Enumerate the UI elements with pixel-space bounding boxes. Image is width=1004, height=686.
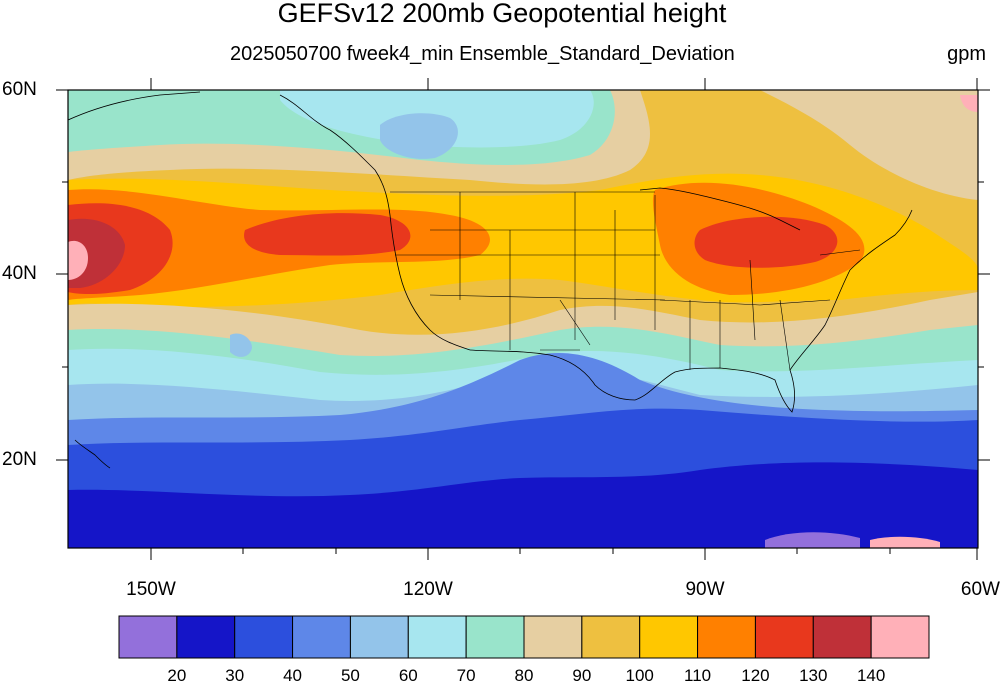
contour-fill [694, 216, 838, 268]
map-title: GEFSv12 200mb Geopotential height [277, 0, 727, 28]
colorbar [118, 615, 930, 659]
contour-fill [68, 240, 88, 280]
colorbar-label: 20 [167, 666, 187, 685]
map-frame [67, 89, 979, 549]
colorbar-label: 120 [741, 666, 770, 685]
colorbar-swatch [639, 615, 699, 659]
colorbar-label: 40 [283, 666, 303, 685]
colorbar-swatch [118, 615, 178, 659]
colorbar-swatch [812, 615, 872, 659]
longitude-label-60w: 60W [960, 579, 1000, 600]
colorbar-label: 130 [799, 666, 828, 685]
colorbar-label: 100 [625, 666, 654, 685]
contour-fill [870, 536, 940, 548]
colorbar-swatch [697, 615, 756, 659]
colorbar-swatch [234, 615, 294, 659]
contour-fill [960, 95, 978, 112]
colorbar-swatch [349, 615, 409, 659]
latitude-label-60n: 60N [2, 79, 37, 100]
contour-fill [68, 462, 978, 548]
colorbar-swatch [581, 615, 641, 659]
contour-fill [230, 333, 252, 357]
colorbar-swatch [754, 615, 814, 659]
colorbar-swatch [465, 615, 525, 659]
colorbar-label: 90 [572, 666, 592, 685]
colorbar-swatch [870, 615, 930, 659]
coastlines [68, 91, 913, 469]
colorbar-swatch [407, 615, 467, 659]
contour-field [68, 90, 978, 548]
latitude-label-40n: 40N [2, 263, 37, 284]
colorbar-label: 80 [514, 666, 534, 685]
colorbar-label: 60 [398, 666, 418, 685]
state-borders [390, 191, 861, 371]
colorbar-swatch [176, 615, 236, 659]
longitude-label-150w: 150W [126, 579, 176, 600]
latitude-label-20n: 20N [2, 449, 37, 470]
colorbar-label: 140 [856, 666, 886, 685]
contour-fill [760, 90, 978, 200]
longitude-label-90w: 90W [685, 579, 725, 600]
contour-fill [765, 532, 860, 548]
colorbar-label: 70 [456, 666, 476, 685]
colorbar-label: 30 [225, 666, 245, 685]
colorbar-label: 110 [684, 666, 712, 685]
colorbar-label: 50 [340, 666, 360, 685]
contour-fill [380, 113, 458, 159]
map-subtitle: 2025050700 fweek4_min Ensemble_Standard_… [230, 43, 735, 65]
axis-ticks [56, 78, 990, 560]
colorbar-swatch [292, 615, 351, 659]
longitude-label-120w: 120W [403, 579, 453, 600]
colorbar-swatch [523, 615, 583, 659]
units-label: gpm [947, 43, 986, 65]
contour-fill [244, 213, 411, 256]
